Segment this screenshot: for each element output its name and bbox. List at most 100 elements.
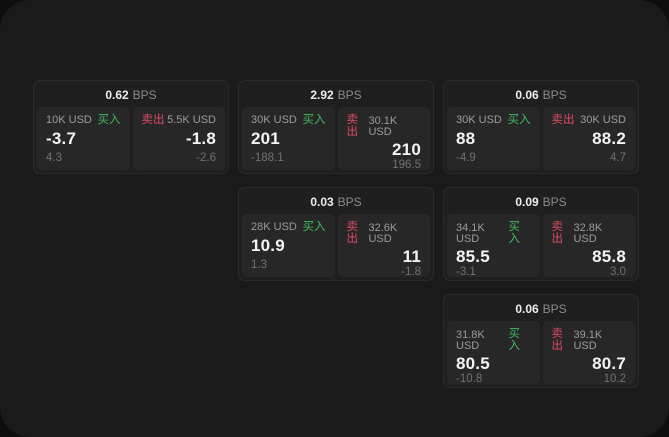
- bps-unit: BPS: [132, 88, 157, 102]
- sell-sub-value: -2.6: [196, 151, 216, 164]
- sell-quote-tile[interactable]: 卖出 39.1K USD 80.7 10.2: [542, 321, 635, 385]
- sell-quote-tile[interactable]: 卖出 32.8K USD 85.8 3.0: [542, 214, 635, 278]
- sell-price: 88.2: [592, 128, 626, 148]
- card-header: 0.03 BPS: [239, 188, 433, 214]
- sell-sub-value: 3.0: [610, 265, 626, 278]
- bps-value: 0.06: [515, 88, 539, 102]
- sell-side-tag[interactable]: 卖出: [551, 328, 564, 352]
- quote-card: 0.62 BPS 10K USD 买入 -3.7 4.3 卖出 5.5K USD…: [33, 80, 229, 174]
- sell-price: 210: [392, 140, 421, 159]
- sell-side-tag[interactable]: 卖出: [346, 114, 359, 138]
- card-header: 0.06 BPS: [444, 81, 638, 107]
- buy-price: 10.9: [251, 235, 285, 255]
- card-header: 0.09 BPS: [444, 188, 638, 214]
- buy-price: 80.5: [456, 354, 490, 373]
- buy-side-tag[interactable]: 买入: [302, 221, 326, 233]
- quote-card: 0.06 BPS 31.8K USD 买入 80.5 -10.8 卖出 39.1…: [443, 294, 639, 388]
- sell-price: -1.8: [185, 128, 216, 148]
- buy-quote-tile[interactable]: 30K USD 买入 201 -188.1: [242, 107, 335, 170]
- buy-size-label: 10K USD: [46, 114, 92, 127]
- bps-unit: BPS: [542, 195, 567, 209]
- quote-card: 0.06 BPS 30K USD 买入 88 -4.9 卖出 30K USD 8…: [443, 80, 639, 174]
- buy-side-tag[interactable]: 买入: [508, 221, 521, 245]
- sell-sub-value: 4.7: [610, 151, 626, 164]
- sell-side-tag[interactable]: 卖出: [551, 221, 564, 245]
- buy-sub-value: 4.3: [46, 151, 62, 164]
- buy-tile-header: 10K USD 买入: [46, 114, 121, 127]
- bps-value: 0.62: [105, 88, 129, 102]
- quote-cells: 30K USD 买入 201 -188.1 卖出 30.1K USD 210 1…: [239, 107, 433, 173]
- quote-cells: 10K USD 买入 -3.7 4.3 卖出 5.5K USD -1.8 -2.…: [34, 107, 228, 173]
- buy-price: -3.7: [46, 128, 77, 148]
- card-header: 0.62 BPS: [34, 81, 228, 107]
- buy-size-label: 34.1K USD: [456, 221, 485, 245]
- buy-size-label: 31.8K USD: [456, 328, 485, 352]
- sell-tile-header: 卖出 30.1K USD: [346, 114, 422, 138]
- sell-size-label: 32.8K USD: [573, 221, 603, 245]
- sell-quote-tile[interactable]: 卖出 30K USD 88.2 4.7: [542, 107, 635, 170]
- bps-value: 0.03: [310, 195, 334, 209]
- sell-sub-value: 10.2: [603, 372, 626, 385]
- bps-value: 2.92: [310, 88, 334, 102]
- buy-price: 85.5: [456, 247, 490, 266]
- buy-side-tag[interactable]: 买入: [97, 114, 121, 126]
- sell-quote-tile[interactable]: 卖出 5.5K USD -1.8 -2.6: [132, 107, 225, 170]
- quote-card: 2.92 BPS 30K USD 买入 201 -188.1 卖出 30.1K …: [238, 80, 434, 174]
- card-header: 0.06 BPS: [444, 295, 638, 321]
- buy-size-label: 30K USD: [251, 114, 297, 127]
- sell-side-tag[interactable]: 卖出: [551, 114, 575, 126]
- bps-unit: BPS: [542, 88, 567, 102]
- sell-size-label: 39.1K USD: [573, 328, 603, 352]
- sell-size-label: 5.5K USD: [167, 114, 216, 127]
- sell-tile-header: 卖出 32.8K USD: [551, 221, 627, 245]
- buy-side-tag[interactable]: 买入: [508, 328, 521, 352]
- buy-tile-header: 28K USD 买入: [251, 221, 326, 234]
- sell-sub-value: -1.8: [401, 265, 421, 278]
- buy-side-tag[interactable]: 买入: [507, 114, 531, 126]
- buy-price: 201: [251, 128, 280, 148]
- bps-unit: BPS: [337, 88, 362, 102]
- sell-size-label: 30.1K USD: [368, 114, 398, 138]
- sell-price: 11: [402, 247, 421, 266]
- sell-price: 80.7: [592, 354, 626, 373]
- buy-side-tag[interactable]: 买入: [302, 114, 326, 126]
- quote-card: 0.09 BPS 34.1K USD 买入 85.5 -3.1 卖出 32.8K…: [443, 187, 639, 281]
- quote-card: 0.03 BPS 28K USD 买入 10.9 1.3 卖出 32.6K US…: [238, 187, 434, 281]
- sell-tile-header: 卖出 32.6K USD: [346, 221, 422, 245]
- sell-quote-tile[interactable]: 卖出 32.6K USD 11 -1.8: [337, 214, 430, 278]
- sell-size-label: 32.6K USD: [368, 221, 398, 245]
- buy-price: 88: [456, 128, 476, 148]
- sell-tile-header: 卖出 5.5K USD: [141, 114, 217, 127]
- quote-cells: 31.8K USD 买入 80.5 -10.8 卖出 39.1K USD 80.…: [444, 321, 638, 387]
- sell-side-tag[interactable]: 卖出: [346, 221, 359, 245]
- buy-tile-header: 34.1K USD 买入: [456, 221, 531, 245]
- buy-quote-tile[interactable]: 31.8K USD 买入 80.5 -10.8: [447, 321, 540, 384]
- buy-sub-value: -3.1: [456, 265, 476, 278]
- bps-unit: BPS: [542, 302, 567, 316]
- buy-sub-value: -10.8: [456, 372, 483, 385]
- buy-quote-tile[interactable]: 34.1K USD 买入 85.5 -3.1: [447, 214, 540, 277]
- sell-size-label: 30K USD: [580, 114, 626, 127]
- buy-sub-value: -4.9: [456, 151, 476, 164]
- buy-tile-header: 30K USD 买入: [251, 114, 326, 127]
- sell-side-tag[interactable]: 卖出: [141, 114, 165, 126]
- quote-cells: 30K USD 买入 88 -4.9 卖出 30K USD 88.2 4.7: [444, 107, 638, 173]
- bps-value: 0.09: [515, 195, 539, 209]
- sell-tile-header: 卖出 39.1K USD: [551, 328, 627, 352]
- buy-size-label: 30K USD: [456, 114, 502, 127]
- buy-sub-value: -188.1: [251, 151, 284, 164]
- buy-quote-tile[interactable]: 30K USD 买入 88 -4.9: [447, 107, 540, 170]
- card-header: 2.92 BPS: [239, 81, 433, 107]
- sell-price: 85.8: [592, 247, 626, 266]
- buy-quote-tile[interactable]: 28K USD 买入 10.9 1.3: [242, 214, 335, 277]
- buy-tile-header: 31.8K USD 买入: [456, 328, 531, 352]
- buy-quote-tile[interactable]: 10K USD 买入 -3.7 4.3: [37, 107, 130, 170]
- buy-sub-value: 1.3: [251, 258, 267, 271]
- quote-cells: 28K USD 买入 10.9 1.3 卖出 32.6K USD 11 -1.8: [239, 214, 433, 280]
- bps-value: 0.06: [515, 302, 539, 316]
- sell-quote-tile[interactable]: 卖出 30.1K USD 210 196.5: [337, 107, 430, 170]
- sell-tile-header: 卖出 30K USD: [551, 114, 627, 127]
- bps-unit: BPS: [337, 195, 362, 209]
- quote-cells: 34.1K USD 买入 85.5 -3.1 卖出 32.8K USD 85.8…: [444, 214, 638, 280]
